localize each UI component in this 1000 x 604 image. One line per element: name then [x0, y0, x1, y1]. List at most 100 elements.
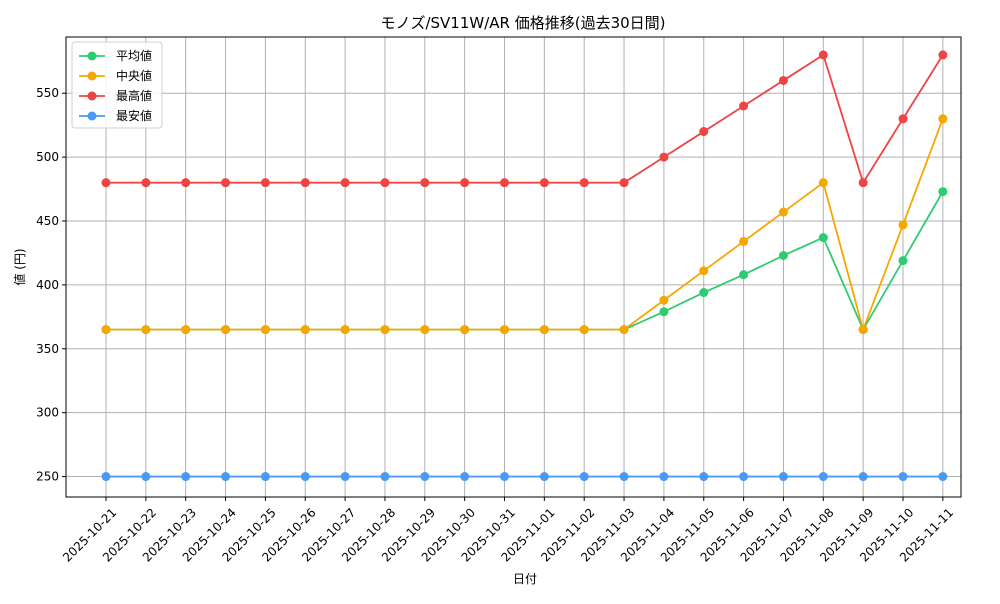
data-point — [898, 220, 908, 230]
series-line — [106, 191, 944, 331]
x-axis-title: 日付 — [513, 572, 537, 586]
data-point — [778, 472, 788, 482]
data-point — [858, 325, 868, 335]
legend-label: 中央値 — [116, 68, 152, 83]
data-point — [659, 295, 669, 305]
data-point — [260, 325, 270, 335]
data-point — [739, 270, 749, 280]
series-layer — [101, 50, 948, 482]
data-point — [260, 178, 270, 188]
data-point — [141, 472, 151, 482]
y-tick-label: 250 — [36, 470, 59, 484]
data-point — [858, 472, 868, 482]
data-point — [579, 325, 589, 335]
data-point — [739, 236, 749, 246]
series-line — [106, 118, 944, 331]
data-point — [340, 178, 350, 188]
data-point — [420, 178, 430, 188]
data-point — [699, 288, 709, 298]
data-point — [460, 178, 470, 188]
data-point — [619, 178, 629, 188]
y-tick-label: 400 — [36, 278, 59, 292]
data-point — [460, 472, 470, 482]
data-point — [181, 178, 191, 188]
series-3 — [101, 472, 948, 482]
data-point — [778, 251, 788, 260]
legend-label: 最高値 — [116, 88, 152, 103]
y-tick-label: 350 — [36, 342, 59, 356]
data-point — [818, 472, 828, 482]
legend-label: 平均値 — [116, 48, 152, 63]
data-point — [380, 178, 390, 188]
y-tick-label: 450 — [36, 214, 59, 228]
legend-item: 中央値 — [79, 68, 152, 83]
data-point — [739, 101, 749, 111]
data-point — [739, 472, 749, 482]
legend-marker — [87, 51, 97, 61]
data-point — [420, 472, 430, 482]
data-point — [300, 178, 310, 188]
data-point — [699, 266, 709, 276]
legend-marker — [87, 91, 97, 101]
data-point — [460, 325, 470, 335]
data-point — [818, 178, 828, 188]
data-point — [778, 207, 788, 217]
data-point — [938, 472, 948, 482]
legend-label: 最安値 — [116, 108, 152, 123]
data-point — [380, 325, 390, 335]
data-point — [181, 325, 191, 335]
data-point — [778, 75, 788, 85]
data-point — [619, 472, 629, 482]
chart-title: モノズ/SV11W/AR 価格推移(過去30日間) — [380, 14, 665, 32]
data-point — [221, 472, 231, 482]
data-point — [300, 325, 310, 335]
legend-marker — [87, 111, 97, 121]
data-point — [818, 50, 828, 60]
series-line — [106, 53, 944, 184]
data-point — [340, 472, 350, 482]
data-point — [500, 325, 509, 335]
legend-box — [71, 41, 163, 129]
legend-item: 最安値 — [79, 108, 152, 123]
legend-item: 最高値 — [79, 88, 152, 103]
grid — [66, 37, 961, 497]
series-2 — [101, 50, 948, 188]
y-tick-label: 550 — [36, 86, 59, 100]
data-point — [380, 472, 390, 482]
legend-marker — [87, 71, 97, 81]
data-point — [101, 325, 111, 335]
data-point — [141, 178, 151, 188]
data-point — [340, 325, 350, 335]
data-point — [898, 256, 908, 266]
data-point — [898, 114, 908, 124]
data-point — [659, 152, 669, 162]
data-point — [938, 187, 948, 197]
legend-item: 平均値 — [79, 48, 152, 63]
data-point — [619, 325, 629, 335]
y-axis-title: 値 (円) — [12, 248, 27, 285]
data-point — [300, 472, 310, 482]
data-point — [579, 472, 589, 482]
data-point — [539, 178, 549, 188]
data-point — [420, 325, 430, 335]
data-point — [938, 114, 948, 124]
data-point — [699, 472, 709, 482]
plot-frame — [65, 36, 962, 498]
data-point — [221, 178, 231, 188]
data-point — [101, 472, 111, 482]
y-tick-label: 500 — [36, 150, 59, 164]
data-point — [858, 178, 868, 188]
data-point — [539, 472, 549, 482]
data-point — [938, 50, 948, 60]
y-axis-ticks: 250 300 350 400 450 500 550 — [36, 86, 66, 484]
data-point — [699, 127, 709, 137]
data-point — [539, 325, 549, 335]
data-point — [181, 472, 191, 482]
data-point — [141, 325, 151, 335]
data-point — [898, 472, 908, 482]
data-point — [818, 233, 828, 243]
